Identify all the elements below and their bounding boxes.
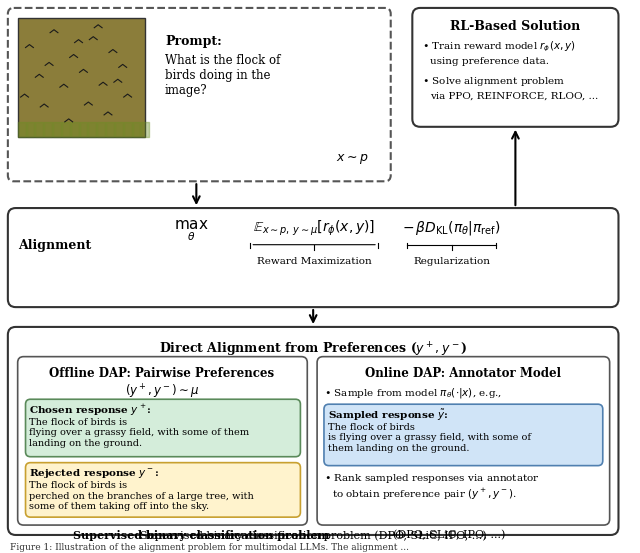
Text: The flock of birds is
perched on the branches of a large tree, with
some of them: The flock of birds is perched on the bra…	[29, 482, 254, 512]
FancyBboxPatch shape	[324, 404, 603, 466]
Text: The flock of birds is
flying over a grassy field, with some of them
landing on t: The flock of birds is flying over a gras…	[29, 418, 250, 448]
Text: Figure 1: Illustration of the alignment problem for multimodal LLMs. The alignme: Figure 1: Illustration of the alignment …	[10, 543, 409, 552]
Text: $\mathbb{E}_{x\sim p,\, y\sim\mu}\left[r_{\phi}(x,y)\right]$: $\mathbb{E}_{x\sim p,\, y\sim\mu}\left[r…	[253, 218, 375, 237]
Text: Alignment: Alignment	[18, 239, 91, 252]
Text: Supervised binary classification problem: Supervised binary classification problem	[73, 530, 330, 541]
FancyBboxPatch shape	[18, 357, 307, 525]
FancyBboxPatch shape	[412, 8, 618, 127]
Text: (DPO, SLiC, IPO, ...): (DPO, SLiC, IPO, ...)	[393, 530, 505, 540]
Text: Prompt:: Prompt:	[165, 35, 221, 48]
Text: $(y^+, y^-) \sim \mu$: $(y^+, y^-) \sim \mu$	[125, 383, 199, 401]
Text: $\bullet$ Sample from model $\pi_\theta(\cdot|x)$, e.g.,: $\bullet$ Sample from model $\pi_\theta(…	[324, 387, 502, 400]
Text: via PPO, REINFORCE, RLOO, ...: via PPO, REINFORCE, RLOO, ...	[430, 92, 598, 101]
Text: Supervised binary classification problem (DPO, SLiC, IPO, ...): Supervised binary classification problem…	[140, 530, 486, 541]
Text: Sampled response $\tilde{y}$:: Sampled response $\tilde{y}$:	[328, 408, 449, 423]
FancyBboxPatch shape	[8, 327, 618, 535]
Text: Regularization: Regularization	[413, 257, 490, 265]
Text: $\bullet$ Rank sampled responses via annotator: $\bullet$ Rank sampled responses via ann…	[324, 472, 540, 484]
Text: $x \sim p$: $x \sim p$	[336, 153, 368, 166]
FancyBboxPatch shape	[18, 18, 145, 137]
Text: The flock of birds
is flying over a grassy field, with some of
them landing on t: The flock of birds is flying over a gras…	[328, 423, 531, 453]
Text: Direct Alignment from Preferences ($y^+, y^-$): Direct Alignment from Preferences ($y^+,…	[159, 341, 467, 359]
Text: Online DAP: Annotator Model: Online DAP: Annotator Model	[365, 367, 561, 379]
Text: $\bullet$ Solve alignment problem: $\bullet$ Solve alignment problem	[422, 75, 566, 88]
FancyBboxPatch shape	[26, 463, 300, 517]
Text: $-\,\beta D_{\mathrm{KL}}(\pi_\theta|\pi_{\mathrm{ref}})$: $-\,\beta D_{\mathrm{KL}}(\pi_\theta|\pi…	[402, 219, 501, 237]
Text: Rejected response $y^-$:: Rejected response $y^-$:	[29, 467, 160, 479]
Text: Reward Maximization: Reward Maximization	[257, 257, 372, 265]
Text: using preference data.: using preference data.	[430, 58, 549, 66]
Text: $\bullet$ Train reward model $r_{\phi}(x, y)$: $\bullet$ Train reward model $r_{\phi}(x…	[422, 40, 576, 54]
FancyBboxPatch shape	[8, 208, 618, 307]
Text: to obtain preference pair $(y^+, y^-)$.: to obtain preference pair $(y^+, y^-)$.	[332, 487, 516, 502]
Text: What is the flock of
birds doing in the
image?: What is the flock of birds doing in the …	[165, 55, 280, 97]
Text: Chosen response $y^+$:: Chosen response $y^+$:	[29, 403, 152, 418]
FancyBboxPatch shape	[317, 357, 610, 525]
Text: RL-Based Solution: RL-Based Solution	[451, 20, 580, 33]
FancyBboxPatch shape	[26, 399, 300, 457]
FancyBboxPatch shape	[8, 8, 391, 181]
Text: Offline DAP: Pairwise Preferences: Offline DAP: Pairwise Preferences	[49, 367, 275, 379]
Text: $\max_{\theta}$: $\max_{\theta}$	[174, 218, 209, 243]
